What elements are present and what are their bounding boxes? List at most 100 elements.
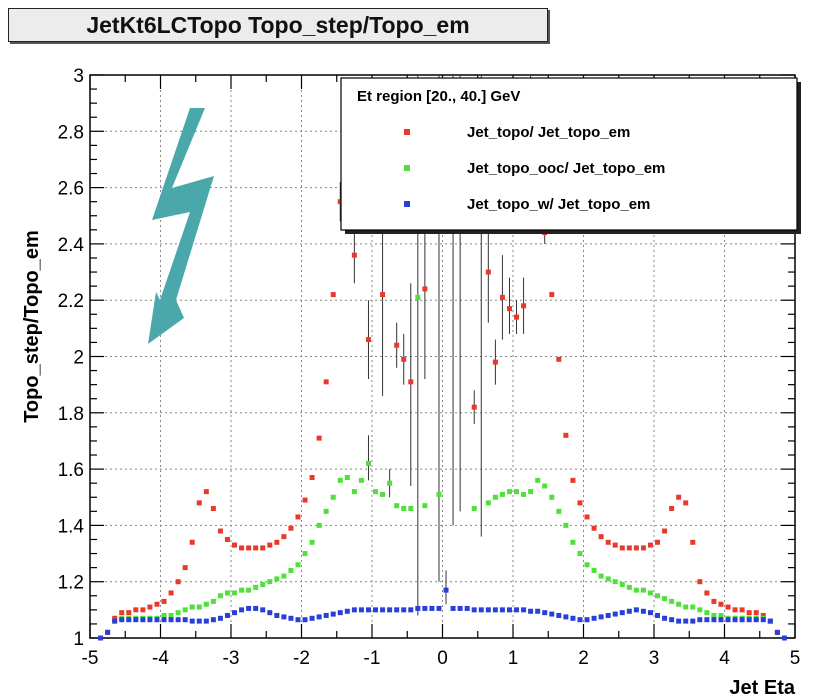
data-point — [485, 269, 491, 275]
data-point — [732, 607, 738, 613]
data-point — [337, 477, 343, 483]
data-point — [549, 611, 555, 617]
data-point — [401, 356, 407, 362]
data-point — [267, 542, 273, 548]
data-point — [189, 604, 195, 610]
data-point — [302, 617, 308, 623]
data-point — [619, 610, 625, 616]
data-point — [232, 590, 238, 596]
data-point — [669, 598, 675, 604]
data-point — [415, 605, 421, 611]
data-point — [647, 590, 653, 596]
data-point — [274, 576, 280, 582]
legend: Et region [20., 40.] GeV Jet_topo/ Jet_t… — [340, 77, 801, 234]
data-point — [528, 608, 534, 614]
data-point — [697, 607, 703, 613]
data-point — [492, 494, 498, 500]
data-point — [577, 551, 583, 557]
data-point — [316, 522, 322, 528]
data-point — [161, 598, 167, 604]
data-point — [309, 615, 315, 621]
data-point — [323, 508, 329, 514]
data-point — [429, 605, 435, 611]
data-point — [591, 525, 597, 531]
data-point — [549, 292, 555, 298]
data-point — [253, 605, 259, 611]
data-point — [147, 617, 153, 623]
data-point — [514, 489, 520, 495]
data-point — [175, 617, 181, 623]
data-point — [563, 522, 569, 528]
data-point — [217, 593, 223, 599]
data-point — [612, 542, 618, 548]
data-point — [676, 494, 682, 500]
data-point — [224, 536, 230, 542]
data-point — [591, 567, 597, 573]
data-point — [485, 607, 491, 613]
data-point — [330, 611, 336, 617]
data-point — [563, 614, 569, 620]
data-point — [112, 618, 118, 624]
chart-title: JetKt6LCTopo Topo_step/Topo_em — [8, 8, 548, 42]
data-point — [210, 598, 216, 604]
data-point — [401, 607, 407, 613]
data-point — [422, 503, 428, 509]
data-point — [203, 618, 209, 624]
data-point — [422, 605, 428, 611]
data-point — [224, 612, 230, 618]
data-point — [147, 604, 153, 610]
data-point — [626, 584, 632, 590]
data-point — [140, 617, 146, 623]
data-point — [457, 605, 463, 611]
data-point — [351, 607, 357, 613]
data-point — [380, 491, 386, 497]
x-tick-label: 1 — [508, 648, 519, 669]
data-point — [626, 545, 632, 551]
data-point — [232, 542, 238, 548]
data-point — [499, 294, 505, 300]
data-point — [718, 612, 724, 618]
data-point — [521, 303, 527, 309]
data-point — [478, 607, 484, 613]
data-point — [662, 615, 668, 621]
data-point — [570, 539, 576, 545]
data-point — [584, 514, 590, 520]
data-point — [514, 314, 520, 320]
series-2 — [112, 294, 773, 624]
data-point — [267, 610, 273, 616]
series-1 — [105, 199, 780, 635]
data-point — [690, 604, 696, 610]
data-point — [521, 491, 527, 497]
data-point — [260, 582, 266, 588]
data-point — [182, 607, 188, 613]
data-point — [662, 528, 668, 534]
data-point — [210, 506, 216, 512]
series-3 — [98, 587, 787, 641]
data-point — [753, 610, 759, 616]
data-point — [492, 607, 498, 613]
data-point — [232, 610, 238, 616]
data-point — [203, 489, 209, 495]
data-point — [464, 605, 470, 611]
data-point — [471, 506, 477, 512]
legend-label: Jet_topo_w/ Jet_topo_em — [467, 196, 650, 213]
data-point — [182, 565, 188, 571]
data-point — [760, 617, 766, 623]
y-axis-title: Topo_step/Topo_em — [21, 230, 43, 423]
legend-label: Jet_topo/ Jet_topo_em — [467, 124, 630, 141]
data-point — [690, 618, 696, 624]
y-tick-label: 1.2 — [58, 573, 84, 594]
data-point — [760, 612, 766, 618]
data-point — [309, 539, 315, 545]
data-point — [281, 614, 287, 620]
x-axis-title: Jet Eta — [729, 677, 795, 699]
data-point — [302, 551, 308, 557]
data-point — [725, 604, 731, 610]
data-point — [323, 379, 329, 385]
y-tick-label: 2.2 — [58, 291, 84, 312]
series-markers — [98, 199, 787, 641]
data-point — [556, 508, 562, 514]
data-point — [669, 617, 675, 623]
x-tick-label: -5 — [82, 648, 99, 669]
data-point — [380, 607, 386, 613]
